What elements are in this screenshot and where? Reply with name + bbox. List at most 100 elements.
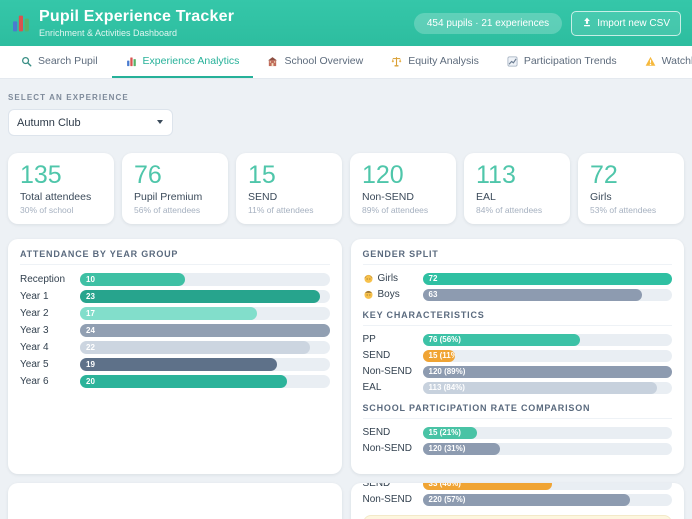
pupil-count-badge: 454 pupils · 21 experiences xyxy=(413,12,563,34)
bar-row-send: SEND 33 (46%) xyxy=(363,482,672,490)
bar-fill: 24 xyxy=(80,323,330,337)
bar-track: 120 (31%) xyxy=(422,442,672,455)
bar-track: 24 xyxy=(80,323,330,337)
bar-row-label: Year 2 xyxy=(20,308,80,319)
bar-fill: 113 (84%) xyxy=(422,381,658,394)
bar-row-label: Non-SEND xyxy=(363,443,423,454)
bar-fill: 72 xyxy=(422,272,672,285)
stat-sublabel: 11% of attendees xyxy=(248,204,314,215)
bar-row-label-text: Year 5 xyxy=(20,358,49,370)
bar-row-label-text: Non-SEND xyxy=(362,366,412,378)
stat-value: 113 xyxy=(476,161,516,189)
experience-select-label: SELECT AN EXPERIENCE xyxy=(8,93,129,102)
warning-icon xyxy=(645,56,656,67)
upload-icon xyxy=(582,17,592,30)
stat-label: EAL xyxy=(476,190,496,203)
bar-track: 220 (57%) xyxy=(422,493,672,506)
bar-fill: 15 (21%) xyxy=(422,426,478,439)
header-brand: Pupil Experience Tracker Enrichment & Ac… xyxy=(11,8,234,38)
section-title-key-characteristics: KEY CHARACTERISTICS xyxy=(362,310,672,326)
bar-row-label-text: EAL xyxy=(362,382,382,394)
section-gender-split: GENDER SPLIT Girls 72 Boys 63 xyxy=(362,249,672,301)
import-csv-button[interactable]: Import new CSV xyxy=(571,10,681,36)
bar-row-non-send: Non-SEND 120 (31%) xyxy=(363,442,672,455)
bar-fill: 17 xyxy=(80,306,258,320)
send-participation-panel: SEND 33 (46%) Non-SEND 220 (57%) SEND key: N… xyxy=(350,482,684,519)
bar-track: 120 (89%) xyxy=(422,365,672,378)
bar-row-label-text: Year 3 xyxy=(20,324,49,336)
bar-track: 22 xyxy=(80,340,330,354)
stat-card-non-send: 120 Non-SEND 89% of attendees xyxy=(350,153,456,224)
bar-row-send: SEND 15 (21%) xyxy=(362,426,672,439)
bar-track: 33 (46%) xyxy=(422,482,672,490)
bar-fill: 76 (56%) xyxy=(422,333,580,346)
header-titles: Pupil Experience Tracker Enrichment & Ac… xyxy=(39,8,234,38)
bar-row-label: Reception xyxy=(20,274,80,285)
search-icon xyxy=(21,56,32,67)
bar-row-label-text: Girls xyxy=(377,273,399,285)
bar-row-send: SEND 15 (11%) xyxy=(363,349,672,362)
tab-participation-trends[interactable]: Participation Trends xyxy=(493,46,631,78)
section-title-gender-split: GENDER SPLIT xyxy=(362,249,672,265)
stat-value: 135 xyxy=(20,161,62,189)
bar-track: 23 xyxy=(80,289,330,303)
bar-row-year-6: Year 6 20 xyxy=(20,374,330,388)
bar-row-label: EAL xyxy=(363,382,423,393)
section-title-school-participation-rate-comparison: SCHOOL PARTICIPATION RATE COMPARISON xyxy=(362,403,672,419)
bar-row-label-text: SEND xyxy=(362,427,391,439)
bar-row-label: Non-SEND xyxy=(363,494,423,505)
tab-label: Search Pupil xyxy=(38,55,98,67)
bar-row-year-2: Year 2 17 xyxy=(20,306,330,320)
stat-card-send: 15 SEND 11% of attendees xyxy=(236,153,342,224)
tab-equity-analysis[interactable]: Equity Analysis xyxy=(377,46,493,78)
bar-track: 72 xyxy=(422,272,672,285)
bar-row-year-1: Year 1 23 xyxy=(20,289,330,303)
stat-value: 76 xyxy=(134,161,162,189)
stat-value: 72 xyxy=(590,161,618,189)
bar-fill: 10 xyxy=(80,272,185,286)
bar-chart-icon xyxy=(11,13,31,33)
bar-row-label-text: SEND xyxy=(362,350,391,362)
section-school-participation-rate-comparison: SCHOOL PARTICIPATION RATE COMPARISON SEND… xyxy=(362,403,672,455)
stat-label: Total attendees xyxy=(20,190,92,203)
school-icon xyxy=(267,56,278,67)
stat-sublabel: 84% of attendees xyxy=(476,204,543,215)
bar-row-label-text: Year 6 xyxy=(20,375,49,387)
bar-row-year-3: Year 3 24 xyxy=(20,323,330,337)
bar-track: 76 (56%) xyxy=(422,333,672,346)
bar-fill: 19 xyxy=(80,357,278,371)
bar-row-label-text: Non-SEND xyxy=(362,494,412,506)
bar-row-pp: PP 76 (56%) xyxy=(363,333,672,346)
bar-fill: 23 xyxy=(80,289,320,303)
scales-icon xyxy=(391,56,402,67)
bar-row-label-text: Year 2 xyxy=(20,307,49,319)
tab-label: Equity Analysis xyxy=(408,55,479,67)
stat-label: SEND xyxy=(248,190,278,203)
bar-track: 113 (84%) xyxy=(422,381,672,394)
bar-row-year-5: Year 5 19 xyxy=(20,357,330,371)
bar-track: 20 xyxy=(80,374,330,388)
app-header: Pupil Experience Tracker Enrichment & Ac… xyxy=(0,0,692,46)
app-title: Pupil Experience Tracker xyxy=(39,8,235,26)
stat-card-total-attendees: 135 Total attendees 30% of school xyxy=(8,153,114,224)
tab-school-overview[interactable]: School Overview xyxy=(253,46,377,78)
bar-fill: 20 xyxy=(80,374,288,388)
bar-row-label: Girls xyxy=(363,273,423,284)
attendance-by-year-panel: ATTENDANCE BY YEAR GROUP Reception 10 Year… xyxy=(8,238,342,474)
stat-value: 15 xyxy=(248,161,276,189)
bar-row-girls: Girls 72 xyxy=(363,272,672,285)
stat-sublabel: 56% of attendees xyxy=(134,204,201,215)
nav-tabs: Search Pupil Experience Analytics School O… xyxy=(0,46,692,79)
experience-select[interactable]: Autumn Club xyxy=(8,109,173,136)
tab-label: Experience Analytics xyxy=(142,55,240,67)
left-bottom-panel xyxy=(8,482,342,519)
boy-icon xyxy=(363,289,374,300)
experience-select-wrap: Autumn Club xyxy=(8,109,173,136)
bar-row-label: SEND xyxy=(363,350,423,361)
stat-value: 120 xyxy=(362,161,404,189)
tab-experience-analytics[interactable]: Experience Analytics xyxy=(111,46,254,78)
tab-watchlist[interactable]: Watchlist xyxy=(631,46,692,78)
bar-row-label: Year 3 xyxy=(20,325,80,336)
tab-search-pupil[interactable]: Search Pupil xyxy=(7,46,112,78)
